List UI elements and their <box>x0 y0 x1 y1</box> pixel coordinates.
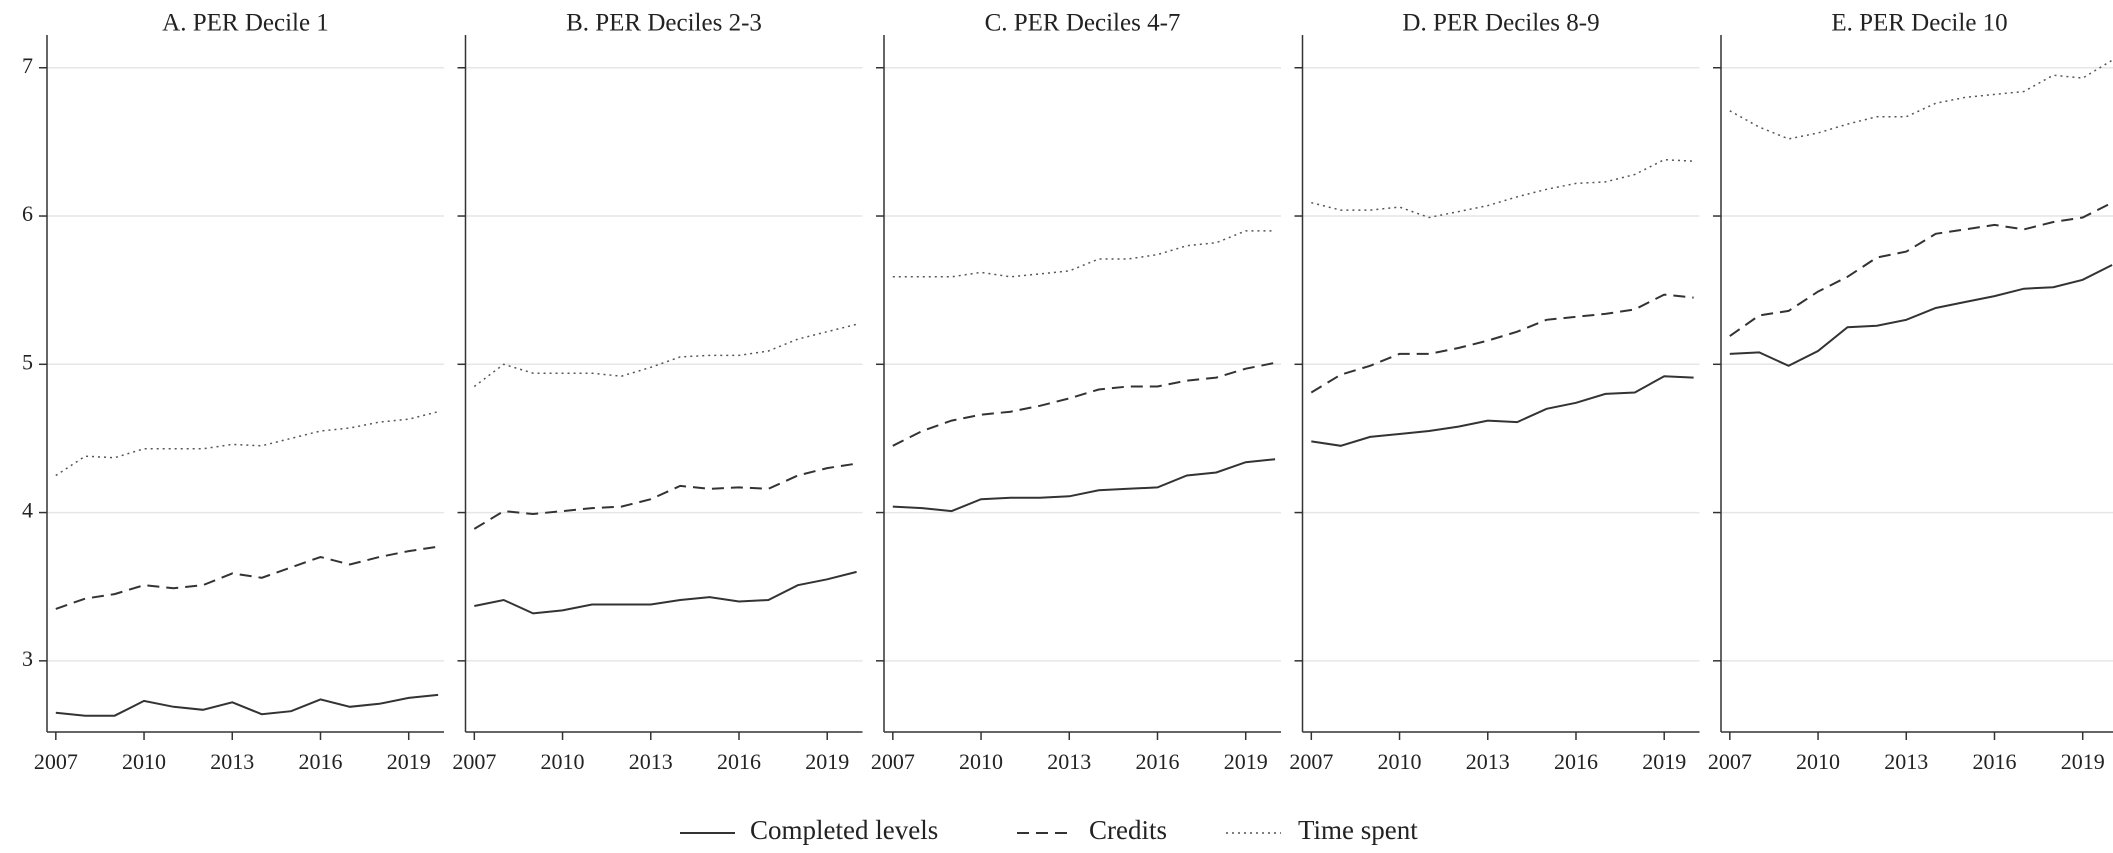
x-tick-label: 2016 <box>1554 749 1598 774</box>
x-tick-label: 2019 <box>805 749 849 774</box>
x-tick-label: 2013 <box>1884 749 1928 774</box>
series-line <box>474 570 857 615</box>
y-tick-label: 7 <box>22 53 33 78</box>
x-tick-label: 2007 <box>871 749 915 774</box>
panel-title: E. PER Decile 10 <box>1831 10 2007 37</box>
x-tick-label: 2007 <box>1289 749 1333 774</box>
y-tick-label: 6 <box>22 201 33 226</box>
panel-title: A. PER Decile 1 <box>162 10 329 37</box>
x-tick-label: 2016 <box>1135 749 1179 774</box>
x-tick-label: 2019 <box>2061 749 2105 774</box>
series-line <box>55 410 439 477</box>
series-line <box>1311 158 1694 219</box>
series-line <box>1310 293 1694 394</box>
series-line <box>473 323 857 388</box>
x-tick-label: 2010 <box>122 749 166 774</box>
panel-title: D. PER Deciles 8-9 <box>1402 10 1599 37</box>
x-tick-label: 2013 <box>1047 749 1091 774</box>
x-tick-label: 2013 <box>629 749 673 774</box>
legend-label: Credits <box>1089 815 1167 845</box>
y-tick-label: 3 <box>22 646 33 671</box>
series-line <box>473 462 857 530</box>
x-tick-label: 2007 <box>1708 749 1752 774</box>
x-tick-label: 2007 <box>34 749 78 774</box>
x-tick-label: 2010 <box>541 749 585 774</box>
series-line <box>892 361 1276 447</box>
y-tick-label: 4 <box>22 498 33 523</box>
x-tick-label: 2007 <box>452 749 496 774</box>
x-tick-label: 2013 <box>210 749 254 774</box>
y-tick-label: 5 <box>22 349 33 374</box>
series-line <box>892 230 1276 278</box>
series-line <box>892 458 1276 513</box>
x-tick-label: 2016 <box>1972 749 2016 774</box>
x-tick-label: 2019 <box>1642 749 1686 774</box>
series-line <box>1729 201 2113 337</box>
series-line <box>1729 59 2113 140</box>
panel-title: B. PER Deciles 2-3 <box>566 10 762 37</box>
x-tick-label: 2016 <box>298 749 342 774</box>
x-tick-label: 2010 <box>959 749 1003 774</box>
legend-label: Time spent <box>1298 815 1418 845</box>
series-line <box>55 545 439 610</box>
x-tick-label: 2010 <box>1796 749 1840 774</box>
series-line <box>1311 375 1694 447</box>
x-tick-label: 2016 <box>717 749 761 774</box>
x-tick-label: 2019 <box>387 749 431 774</box>
x-tick-label: 2013 <box>1466 749 1510 774</box>
series-line <box>55 693 439 717</box>
x-tick-label: 2010 <box>1378 749 1422 774</box>
series-line <box>1729 264 2113 367</box>
x-tick-label: 2019 <box>1224 749 1268 774</box>
panel-title: C. PER Deciles 4-7 <box>985 10 1181 37</box>
legend-label: Completed levels <box>750 815 938 845</box>
